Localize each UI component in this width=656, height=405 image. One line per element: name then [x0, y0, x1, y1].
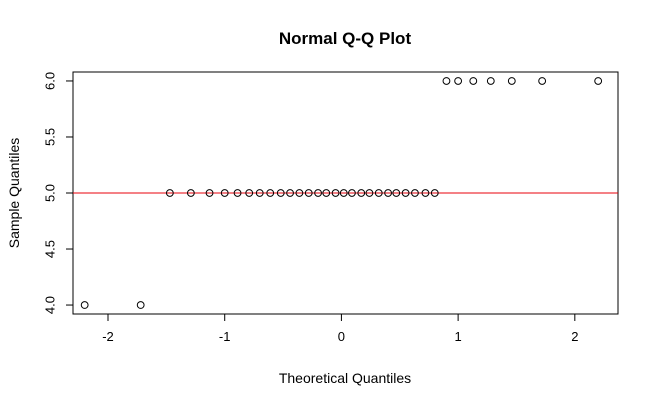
x-tick-label: 2 — [571, 329, 578, 344]
x-tick-label: -2 — [102, 329, 114, 344]
data-point — [286, 189, 294, 197]
x-axis: -2 -1 0 1 2 — [102, 313, 578, 344]
data-points — [80, 77, 603, 309]
data-point — [384, 189, 392, 197]
data-point — [348, 189, 356, 197]
data-point — [233, 189, 242, 197]
data-point — [266, 189, 275, 197]
data-point — [276, 189, 285, 197]
data-point — [220, 189, 229, 197]
x-tick-label: 1 — [455, 329, 462, 344]
y-tick-label: 4.0 — [42, 296, 57, 314]
y-tick-label: 5.0 — [42, 184, 57, 202]
y-tick-label: 5.5 — [42, 128, 57, 146]
data-point — [186, 189, 195, 197]
data-point — [165, 189, 174, 197]
data-point — [339, 189, 348, 197]
data-point — [365, 189, 374, 197]
y-tick-label: 4.5 — [42, 240, 57, 258]
data-point — [374, 189, 383, 197]
data-point — [295, 189, 304, 197]
x-axis-label: Theoretical Quantiles — [279, 370, 411, 386]
data-point — [507, 77, 516, 85]
data-point — [430, 189, 439, 197]
data-point — [80, 301, 89, 309]
data-point — [357, 189, 366, 197]
data-point — [314, 189, 322, 197]
data-point — [469, 77, 478, 85]
data-point — [205, 189, 214, 197]
data-point — [392, 189, 401, 197]
data-point — [331, 189, 340, 197]
data-point — [594, 77, 603, 85]
data-point — [255, 189, 264, 197]
data-point — [486, 77, 495, 85]
data-point — [304, 189, 313, 197]
data-point — [136, 301, 145, 309]
data-point — [454, 77, 463, 85]
y-tick-label: 6.0 — [42, 72, 57, 90]
x-tick-label: 0 — [338, 329, 345, 344]
data-point — [538, 77, 547, 85]
chart-title: Normal Q-Q Plot — [279, 29, 412, 48]
y-axis: 4.0 4.5 5.0 5.5 6.0 — [42, 72, 74, 314]
y-axis-label: Sample Quantiles — [6, 138, 22, 249]
data-point — [442, 77, 451, 85]
data-point — [411, 189, 419, 197]
x-tick-label: -1 — [219, 329, 231, 344]
data-point — [322, 189, 331, 197]
data-point — [401, 189, 410, 197]
data-point — [421, 189, 430, 197]
data-point — [245, 189, 254, 197]
